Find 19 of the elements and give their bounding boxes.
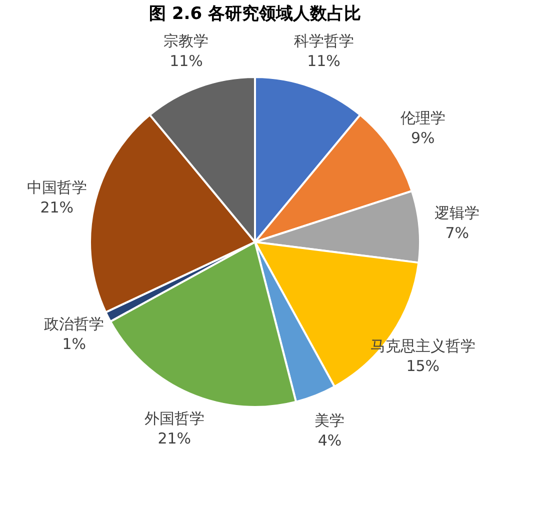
data-label: 7% xyxy=(445,224,469,242)
data-label: 4% xyxy=(318,432,342,450)
data-label: 1% xyxy=(62,335,86,354)
slice-label: 外国哲学 xyxy=(144,409,204,428)
data-label: 11% xyxy=(170,52,203,70)
slice-label: 中国哲学 xyxy=(26,178,87,197)
chart-title: 图 2.6 各研究领域人数占比 xyxy=(149,4,361,24)
slice-label: 科学哲学 xyxy=(294,32,354,50)
data-label: 11% xyxy=(307,52,340,70)
slice-label: 伦理学 xyxy=(400,108,446,127)
data-label: 21% xyxy=(40,198,74,217)
slice-label: 宗教学 xyxy=(164,32,209,50)
data-label: 9% xyxy=(411,128,435,147)
slice-label: 政治哲学 xyxy=(44,315,104,334)
slice-label: 马克思主义哲学 xyxy=(370,337,476,356)
slice-label: 逻辑学 xyxy=(434,204,480,222)
data-label: 21% xyxy=(158,429,192,448)
slice-label: 美学 xyxy=(314,412,345,430)
data-label: 15% xyxy=(406,357,440,376)
